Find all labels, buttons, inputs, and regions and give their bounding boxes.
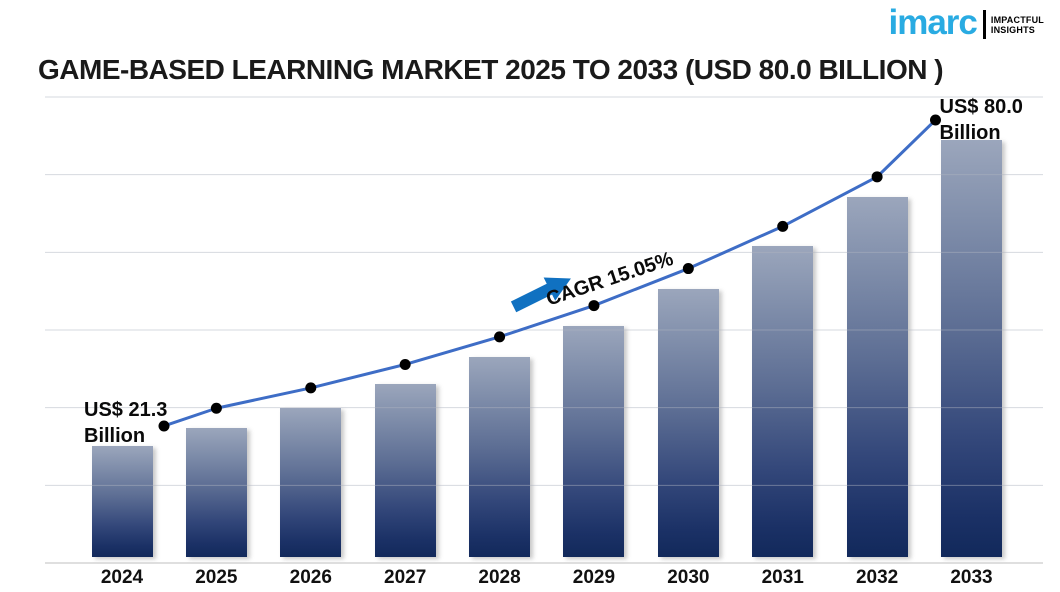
bar-2029 (563, 325, 625, 557)
data-point-2032 (871, 171, 883, 183)
bar-2027 (374, 384, 436, 557)
data-point-2031 (777, 220, 789, 232)
bar-2026 (280, 407, 342, 557)
bar-2025 (185, 428, 247, 557)
data-point-2029 (588, 300, 600, 312)
x-label-2030: 2030 (667, 567, 710, 588)
x-label-2028: 2028 (478, 567, 521, 588)
chart-title: GAME-BASED LEARNING MARKET 2025 TO 2033 … (38, 54, 944, 85)
cagr-label: CAGR 15.05% (543, 248, 676, 311)
data-point-2030 (682, 263, 694, 275)
data-point-2026 (305, 382, 317, 394)
x-label-2032: 2032 (855, 567, 899, 588)
bar-2024 (91, 445, 153, 557)
x-label-2026: 2026 (289, 567, 332, 588)
bar-2028 (469, 356, 531, 557)
trend-line (163, 118, 937, 428)
x-label-2029: 2029 (572, 567, 616, 588)
bar-2032 (846, 196, 908, 557)
data-point-2027 (399, 358, 411, 370)
logo-tagline-line2: INSIGHTS (990, 24, 1035, 35)
logo-tagline: IMPACTFUL INSIGHTS (991, 15, 1044, 35)
x-label-2031: 2031 (761, 567, 804, 588)
end-value-label: US$ 80.0 Billion (939, 96, 1023, 144)
x-label-2024: 2024 (100, 567, 144, 588)
logo-divider (982, 10, 986, 39)
data-point-2025 (210, 402, 222, 414)
start-value-label: US$ 21.3 Billion (84, 398, 168, 447)
x-label-2027: 2027 (384, 567, 427, 588)
bar-2030 (657, 288, 719, 557)
imarc-logo-text: imarc (888, 3, 977, 42)
data-point-2028 (494, 331, 506, 343)
logo-tagline-line1: IMPACTFUL (990, 14, 1044, 25)
imarc-logo: imarc IMPACTFUL INSIGHTS (888, 3, 1044, 42)
x-label-2025: 2025 (195, 567, 238, 588)
bar-2033 (941, 140, 1002, 557)
bar-2031 (752, 246, 814, 557)
x-label-2033: 2033 (950, 567, 993, 588)
